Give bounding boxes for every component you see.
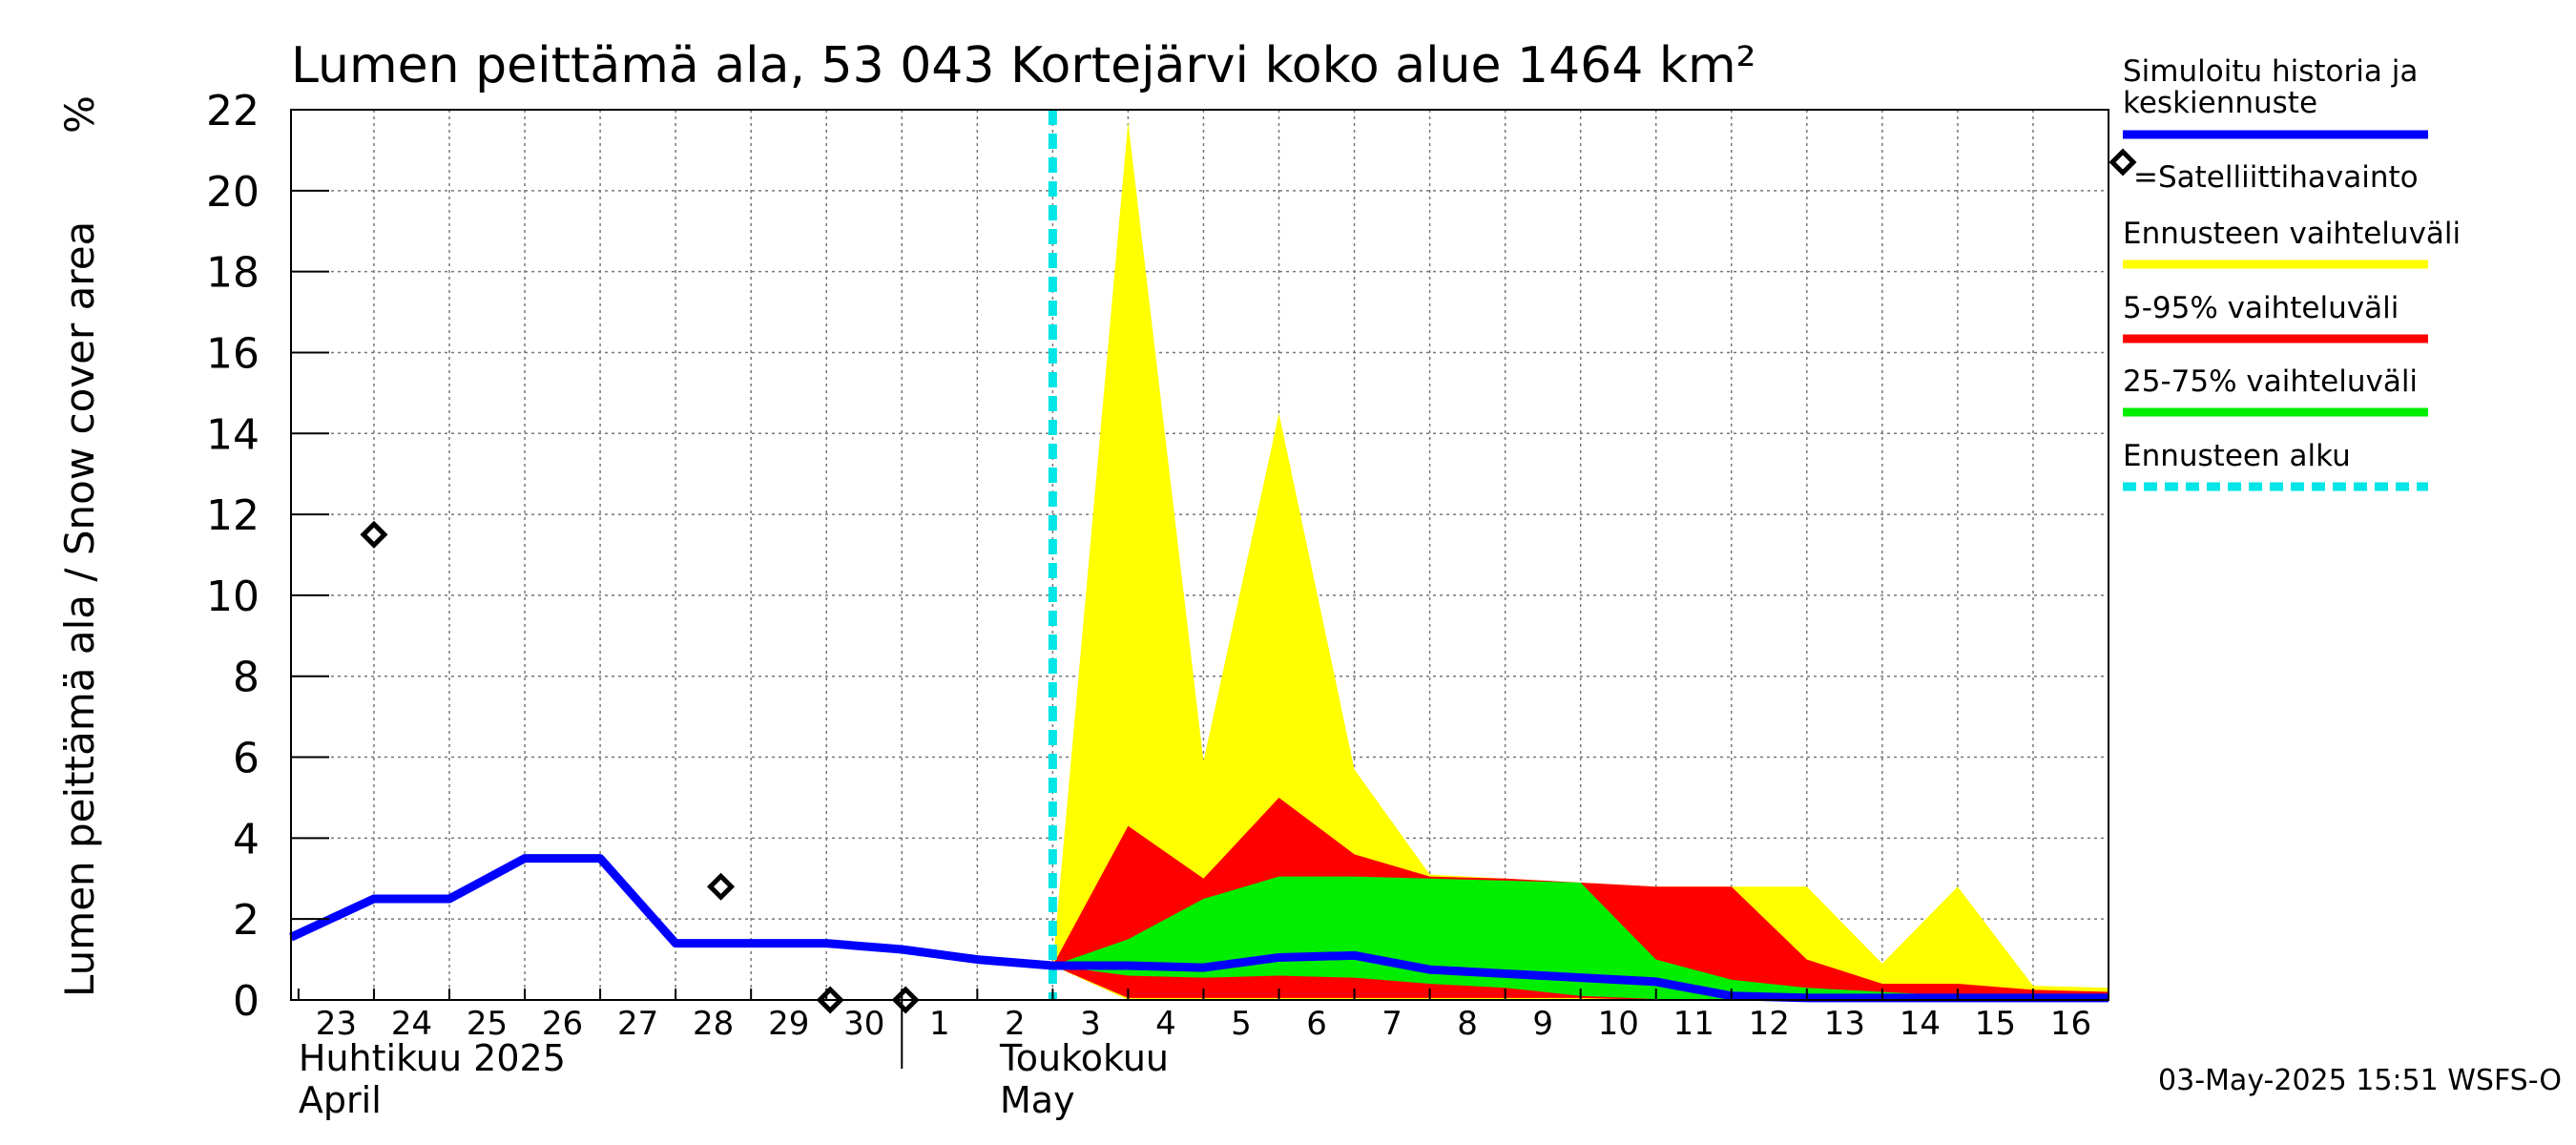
x-tick-label: 6: [1306, 1005, 1327, 1043]
legend-label: Simuloitu historia ja: [2123, 54, 2418, 89]
x-tick-label: 15: [1975, 1005, 2016, 1043]
x-tick-label: 16: [2050, 1005, 2091, 1043]
y-tick-label: 12: [206, 491, 260, 540]
band-25-75-vaihteluv-li: [1052, 876, 2109, 1000]
x-tick-label: 25: [467, 1005, 508, 1043]
x-tick-label: 10: [1598, 1005, 1639, 1043]
y-tick-label: 2: [233, 896, 260, 945]
x-tick-label: 14: [1900, 1005, 1941, 1043]
y-axis-unit: %: [56, 95, 103, 134]
y-tick-label: 8: [233, 654, 260, 702]
x-tick-label: 12: [1749, 1005, 1790, 1043]
y-tick-label: 18: [206, 249, 260, 298]
legend-label: 5-95% vaihteluväli: [2123, 291, 2399, 325]
x-tick-label: 28: [693, 1005, 734, 1043]
x-tick-label: 26: [542, 1005, 583, 1043]
x-tick-label: 2: [1005, 1005, 1026, 1043]
x-tick-label: 4: [1155, 1005, 1176, 1043]
y-tick-label: 20: [206, 168, 260, 217]
month-label-fi: Toukokuu: [999, 1037, 1169, 1079]
legend-label: 25-75% vaihteluväli: [2123, 364, 2418, 399]
x-tick-label: 30: [843, 1005, 884, 1043]
satellite-observations: [360, 520, 920, 1014]
x-tick-label: 7: [1381, 1005, 1402, 1043]
legend-diamond-icon: [2109, 148, 2137, 177]
plot-frame: [290, 109, 2109, 1001]
legend-label: keskiennuste: [2123, 86, 2317, 120]
x-tick-label: 8: [1457, 1005, 1478, 1043]
y-tick-label: 6: [233, 735, 260, 783]
y-tick-label: 14: [206, 410, 260, 459]
x-tick-label: 5: [1231, 1005, 1252, 1043]
x-tick-label: 23: [316, 1005, 357, 1043]
y-axis-label: Lumen peittämä ala / Snow cover area: [56, 221, 103, 997]
y-tick-label: 4: [233, 815, 260, 864]
timestamp: 03-May-2025 15:51 WSFS-O: [2158, 1064, 2562, 1097]
x-tick-label: 9: [1532, 1005, 1553, 1043]
satellite-observation-point: [707, 872, 736, 901]
month-label-en: April: [299, 1079, 382, 1121]
y-tick-label: 16: [206, 329, 260, 378]
x-tick-label: 29: [768, 1005, 809, 1043]
month-label-en: May: [1000, 1079, 1075, 1121]
x-axis-ticks: 23 24 25 26 27 28 29 30 1 2 3 4 5 6 7 8 9 10 11 12 13 14 15 16: [297, 989, 2109, 1069]
x-tick-label: 24: [391, 1005, 432, 1043]
y-tick-label: 10: [206, 572, 260, 621]
band-ennusteen-vaihteluv-li: [1052, 121, 2109, 1001]
y-axis-ticks: 0 2 4 6 8 10 12 14 16 18 20 22: [206, 87, 329, 1026]
y-tick-label: 22: [206, 87, 260, 135]
y-tick-label: 0: [233, 977, 260, 1026]
forecast-bands: [1052, 121, 2109, 1001]
chart-title: Lumen peittämä ala, 53 043 Kortejärvi ko…: [291, 37, 1755, 94]
legend-label: =Satelliittihavainto: [2133, 160, 2419, 195]
x-tick-label: 1: [929, 1005, 950, 1043]
x-tick-label: 11: [1673, 1005, 1714, 1043]
x-tick-label: 27: [617, 1005, 658, 1043]
satellite-observation-point: [360, 520, 388, 549]
month-label-fi: Huhtikuu 2025: [299, 1037, 566, 1079]
x-tick-label: 13: [1824, 1005, 1865, 1043]
legend-label: Ennusteen vaihteluväli: [2123, 217, 2461, 251]
x-tick-label: 3: [1080, 1005, 1101, 1043]
legend-label: Ennusteen alku: [2123, 439, 2351, 473]
